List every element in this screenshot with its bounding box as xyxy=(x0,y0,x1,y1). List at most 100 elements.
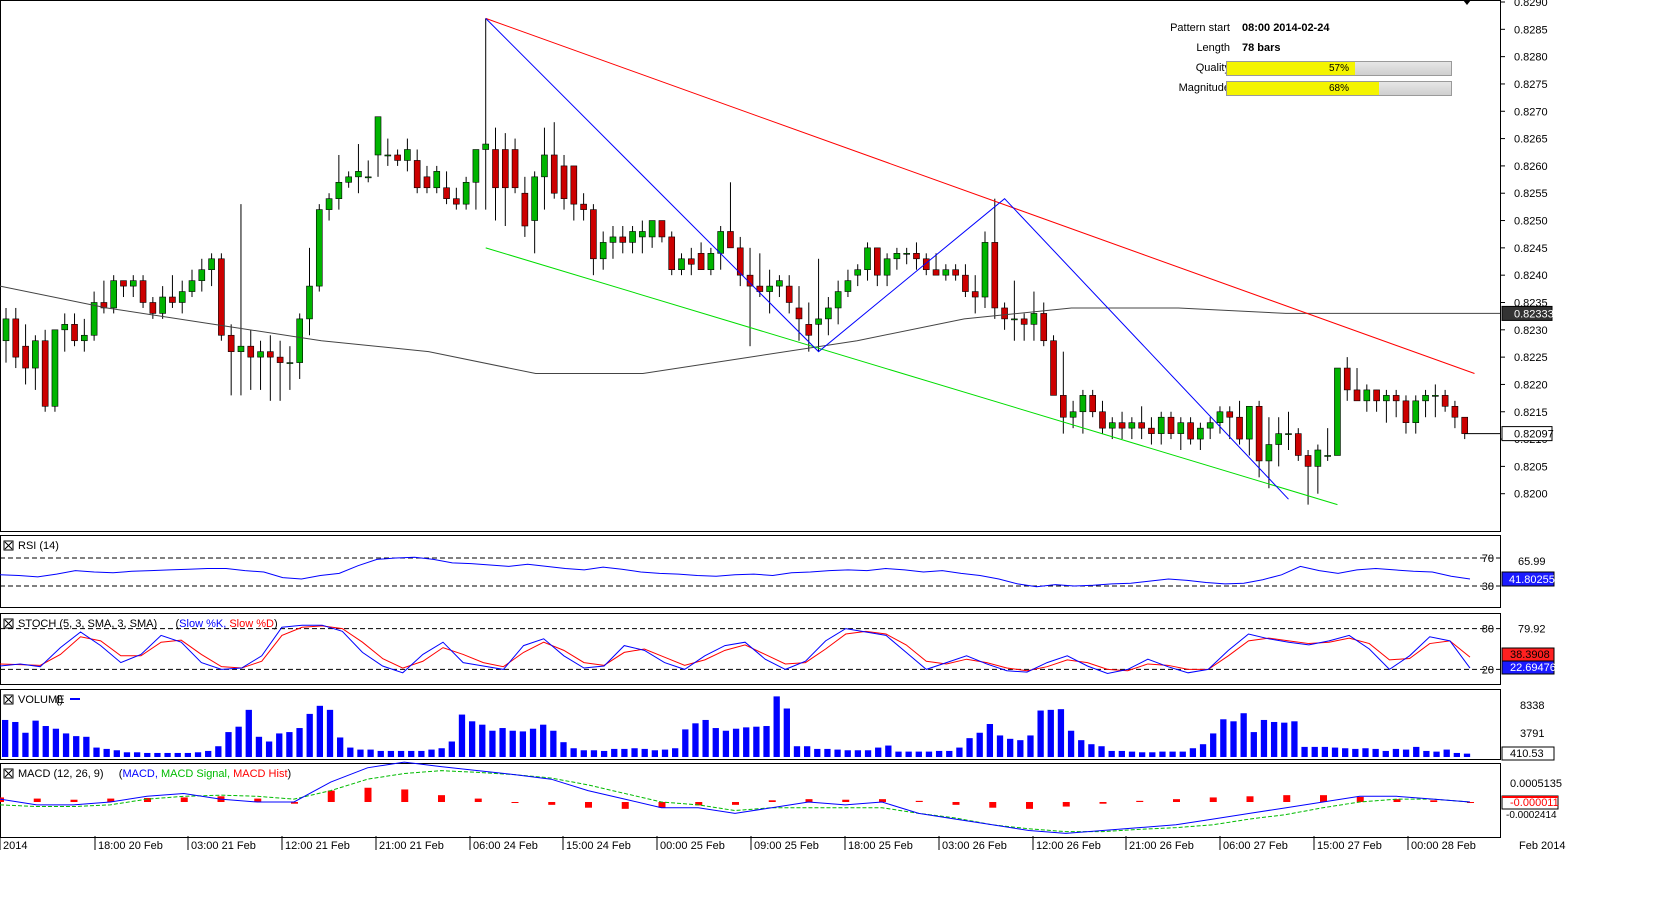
time-tick-label: 03:00 26 Feb xyxy=(942,840,1007,852)
rsi-value-box xyxy=(1501,571,1555,587)
price-tick-label: 0.8275 xyxy=(1514,79,1548,91)
candle xyxy=(90,291,98,341)
volume-bar xyxy=(1240,713,1247,757)
volume-bar xyxy=(123,752,131,757)
time-tick-label: 18:00 25 Feb xyxy=(848,840,913,852)
candle xyxy=(492,127,499,221)
candle-body xyxy=(492,149,499,189)
volume-bar xyxy=(560,742,567,757)
time-tick-label: 06:00 24 Feb xyxy=(473,840,538,852)
volume-bar xyxy=(1463,753,1471,757)
candle xyxy=(1422,389,1429,418)
candle-body xyxy=(981,242,989,298)
volume-bar xyxy=(1007,738,1014,757)
volume-bar xyxy=(986,724,994,757)
candle-body xyxy=(1343,367,1351,391)
volume-bar xyxy=(296,728,303,757)
candle-body xyxy=(315,209,323,287)
volume-bar xyxy=(377,750,384,757)
volume-bar xyxy=(255,736,263,757)
candle-body xyxy=(609,236,617,243)
price-tick-label: 0.8205 xyxy=(1514,461,1548,473)
volume-bar xyxy=(600,750,608,757)
volume-bar xyxy=(1250,732,1257,757)
macd-hist-bar xyxy=(180,797,188,802)
volume-bar xyxy=(1220,719,1227,757)
candle-body xyxy=(129,280,137,287)
volume-bar xyxy=(519,731,527,757)
macd-hist-bar xyxy=(364,787,372,802)
candle-body xyxy=(1285,433,1292,435)
candle-body xyxy=(51,329,59,407)
candle-body xyxy=(521,192,529,227)
volume-bar xyxy=(895,751,902,757)
candle-body xyxy=(110,280,117,309)
macd-hist-bar xyxy=(1209,797,1217,802)
candle xyxy=(237,204,245,396)
candle xyxy=(942,264,950,281)
volume-bar xyxy=(337,737,344,757)
volume-bar xyxy=(1179,751,1186,757)
candle xyxy=(844,269,852,298)
volume-bar xyxy=(1392,748,1400,757)
ma-value-label: 0.82333 xyxy=(1514,308,1554,320)
candle-body xyxy=(668,236,676,271)
candle-body xyxy=(1206,422,1214,429)
magnitude-row: Magnitude 68% xyxy=(1120,80,1460,100)
volume-bar xyxy=(1230,721,1237,757)
candle xyxy=(1275,417,1282,467)
candle xyxy=(1060,351,1067,434)
candle xyxy=(668,231,676,276)
panel-frame-1 xyxy=(0,535,1501,608)
candle xyxy=(267,335,274,401)
rsi-close-icon-x xyxy=(4,541,13,550)
macd-hist-bar xyxy=(144,798,151,802)
candle xyxy=(32,335,39,390)
candle-body xyxy=(541,154,548,178)
candle-body xyxy=(1236,416,1243,440)
candle xyxy=(619,225,627,254)
candle-body xyxy=(1461,416,1469,434)
candle-body xyxy=(149,302,157,314)
candle xyxy=(697,242,705,271)
candle-body xyxy=(580,203,587,210)
volume-bar xyxy=(1372,748,1379,757)
candle xyxy=(218,253,225,341)
volume-bar xyxy=(2,719,9,757)
candle xyxy=(227,324,235,396)
candle-body xyxy=(1363,389,1371,402)
volume-bar xyxy=(773,696,780,757)
rsi-scale-label: 65.99 xyxy=(1518,556,1546,568)
volume-bar xyxy=(468,721,476,757)
candle xyxy=(805,302,813,352)
volume-close-icon-x xyxy=(4,695,13,704)
length-row: Length 78 bars xyxy=(1120,40,1460,60)
candle-body xyxy=(81,334,88,342)
candle-body xyxy=(306,285,313,320)
candle-body xyxy=(1246,405,1253,440)
volume-value-label: 410.53 xyxy=(1510,748,1544,760)
volume-bar xyxy=(1078,740,1085,757)
candle-body xyxy=(1099,411,1106,429)
volume-scale-label: 3791 xyxy=(1520,728,1544,740)
candle-body xyxy=(952,269,959,276)
candle xyxy=(1334,367,1341,456)
volume-bar xyxy=(682,729,689,757)
candle xyxy=(443,171,450,205)
price-tick-label: 0.8220 xyxy=(1514,379,1548,391)
candle-body xyxy=(364,176,372,179)
volume-bar xyxy=(133,752,141,757)
volume-bar xyxy=(1311,746,1318,757)
volume-bar xyxy=(32,720,39,757)
candle-body xyxy=(462,181,470,205)
candle xyxy=(1265,417,1273,489)
macd-legend-open: ( xyxy=(119,768,123,780)
candle xyxy=(1392,389,1400,418)
price-tick-label: 0.8225 xyxy=(1514,352,1548,364)
volume-bar xyxy=(154,752,161,757)
candle xyxy=(962,264,969,298)
candle-body xyxy=(1011,318,1018,321)
macd-hist-bar xyxy=(327,790,335,802)
macd-legend-close: ) xyxy=(288,768,292,780)
macd-title: MACD (12, 26, 9) xyxy=(18,768,104,780)
